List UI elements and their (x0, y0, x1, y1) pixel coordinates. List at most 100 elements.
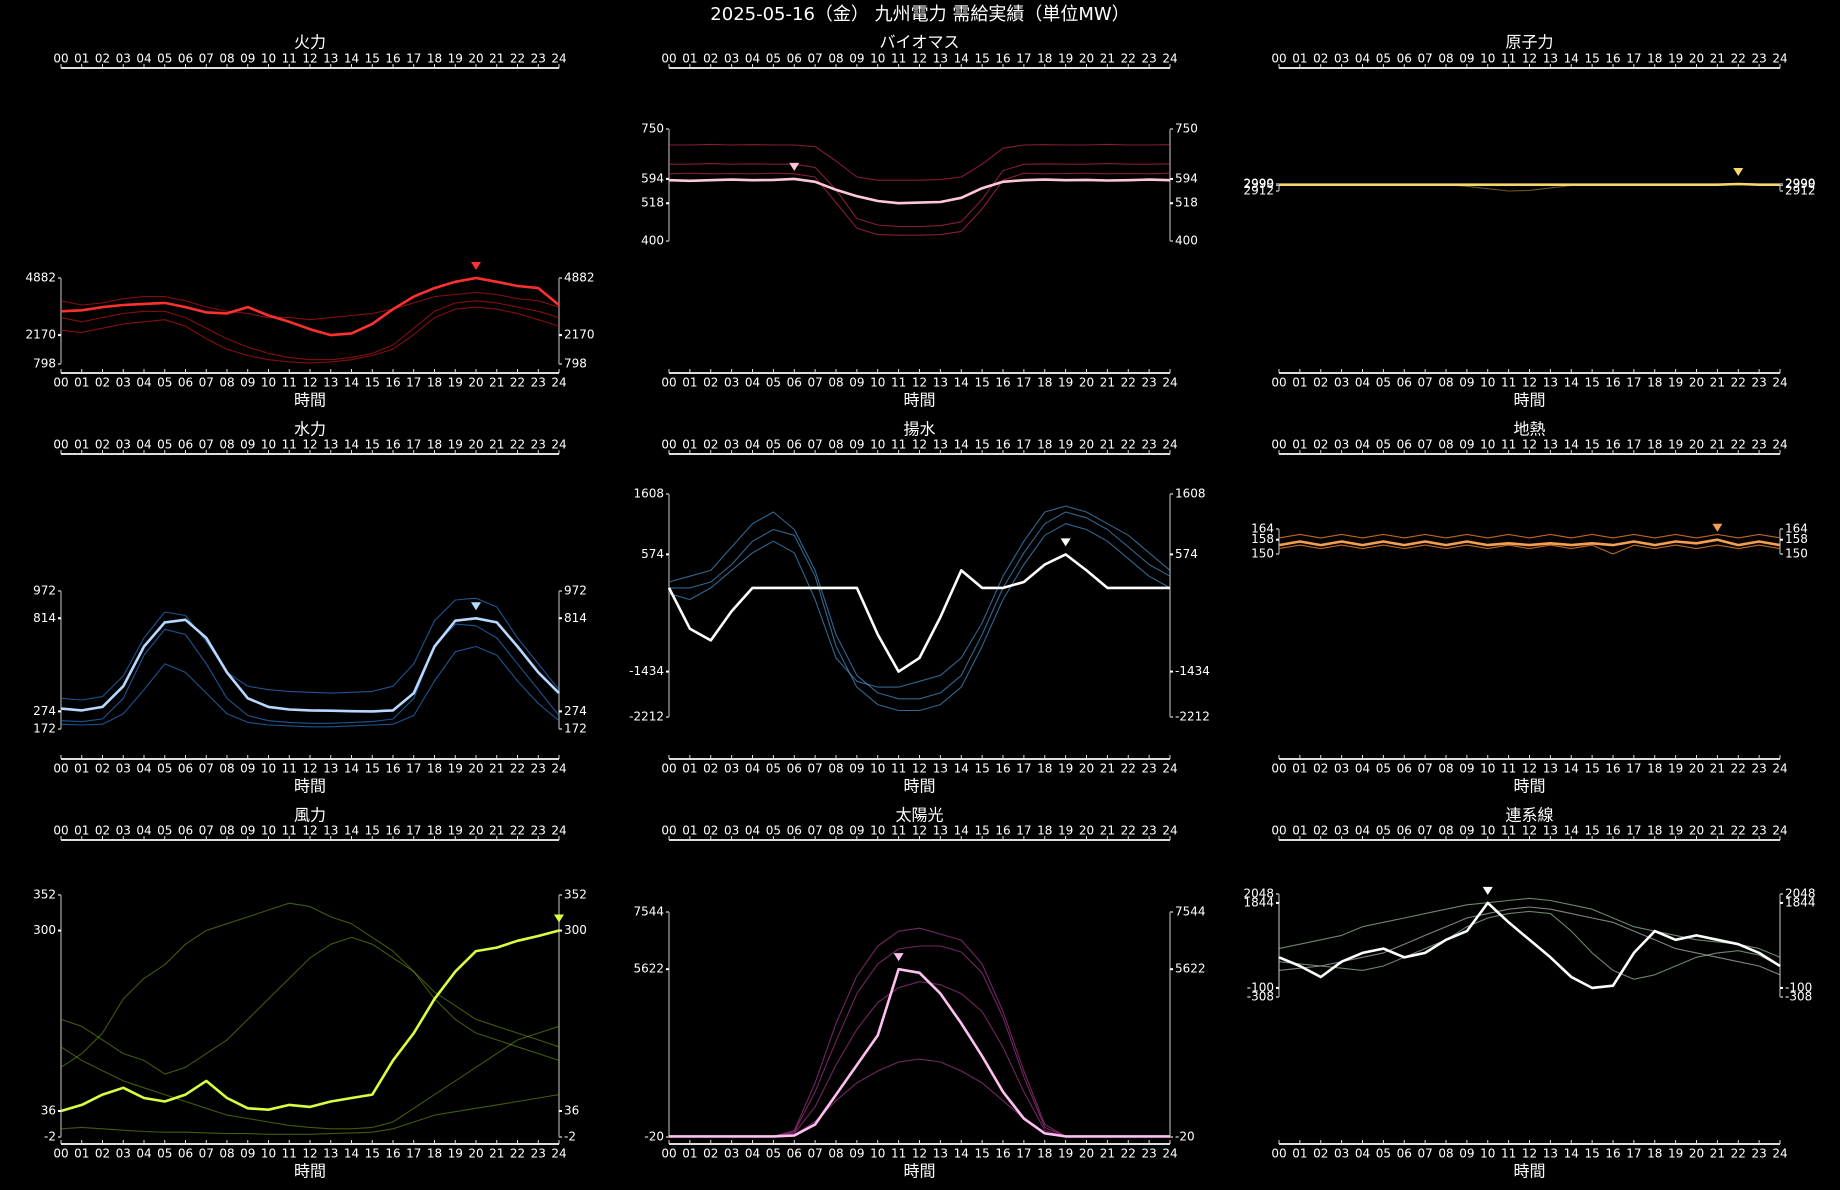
x-tick-label: 24 (1772, 1147, 1787, 1161)
x-tick-label: 17 (1016, 762, 1031, 776)
x-tick-label: 10 (1480, 1147, 1495, 1161)
x-tick-label: 11 (282, 376, 297, 390)
history-line (60, 1025, 560, 1130)
x-tick-label: 01 (1292, 824, 1307, 838)
x-tick-label: 13 (323, 762, 338, 776)
x-tick-label: 23 (1141, 824, 1156, 838)
history-line (1278, 906, 1781, 976)
x-tick-label: 09 (240, 52, 255, 66)
x-tick-label: 11 (282, 438, 297, 452)
x-tick-label: 07 (199, 1147, 214, 1161)
history-line (60, 1094, 560, 1135)
x-tick-label: 02 (95, 1147, 110, 1161)
x-tick-label: 10 (261, 762, 276, 776)
x-tick-label: 24 (551, 824, 566, 838)
x-tick-label: 23 (1141, 376, 1156, 390)
x-tick-label: 20 (1689, 824, 1704, 838)
x-tick-label: 18 (1037, 824, 1052, 838)
x-tick-label: 15 (1584, 52, 1599, 66)
x-tick-label: 04 (745, 762, 760, 776)
x-tick-label: 21 (489, 1147, 504, 1161)
x-tick-label: 05 (766, 824, 781, 838)
x-tick-label: 00 (1271, 52, 1286, 66)
x-tick-label: 17 (1016, 52, 1031, 66)
x-tick-label: 20 (1689, 438, 1704, 452)
x-tick-label: 12 (302, 1147, 317, 1161)
x-tick-label: 24 (1772, 824, 1787, 838)
x-tick-label: 09 (849, 438, 864, 452)
x-tick-label: 14 (1564, 824, 1579, 838)
x-tick-label: 23 (1751, 824, 1766, 838)
x-tick-label: 18 (427, 762, 442, 776)
x-tick-label: 02 (95, 438, 110, 452)
x-tick-label: 14 (1564, 376, 1579, 390)
x-tick-label: 12 (912, 824, 927, 838)
x-tick-label: 17 (406, 376, 421, 390)
x-tick-label: 14 (344, 1147, 359, 1161)
y-tick-label: -308 (1785, 990, 1812, 1004)
x-tick-label: 20 (1079, 52, 1094, 66)
x-tick-label: 05 (1376, 824, 1391, 838)
x-tick-label: 09 (849, 762, 864, 776)
x-tick-label: 19 (1058, 376, 1073, 390)
x-tick-label: 22 (1121, 376, 1136, 390)
x-tick-label: 21 (1100, 824, 1115, 838)
x-tick-label: 03 (116, 376, 131, 390)
x-tick-label: 02 (1313, 824, 1328, 838)
x-tick-label: 08 (828, 376, 843, 390)
x-tick-label: 02 (703, 824, 718, 838)
y-tick-label: 2170 (564, 328, 595, 342)
x-tick-label: 14 (344, 376, 359, 390)
x-tick-label: 14 (1564, 438, 1579, 452)
x-tick-label: 02 (703, 762, 718, 776)
x-tick-label: 06 (178, 438, 193, 452)
x-tick-label: 19 (1058, 438, 1073, 452)
x-tick-label: 17 (406, 762, 421, 776)
y-tick-label: 36 (41, 1104, 56, 1118)
x-tick-label: 17 (1016, 376, 1031, 390)
x-tick-label: 09 (240, 438, 255, 452)
page-title: 2025-05-16（金） 九州電力 需給実績（単位MW） (710, 4, 1129, 25)
x-tick-label: 12 (1522, 52, 1537, 66)
y-tick-label: -20 (1175, 1130, 1195, 1144)
x-tick-label: 22 (510, 438, 525, 452)
x-tick-label: 16 (385, 52, 400, 66)
y-tick-label: 7544 (1175, 905, 1206, 919)
x-tick-label: 05 (766, 1147, 781, 1161)
x-tick-label: 15 (974, 438, 989, 452)
x-tick-label: 21 (1100, 438, 1115, 452)
x-tick-label: 16 (995, 1147, 1010, 1161)
x-tick-label: 05 (1376, 376, 1391, 390)
x-tick-label: 15 (974, 762, 989, 776)
x-tick-label: 11 (282, 1147, 297, 1161)
x-tick-label: 00 (661, 438, 676, 452)
x-tick-label: 19 (1668, 824, 1683, 838)
x-tick-label: 00 (53, 376, 68, 390)
y-tick-label: -1434 (1175, 664, 1210, 678)
x-tick-label: 10 (870, 1147, 885, 1161)
x-tick-label: 15 (1584, 762, 1599, 776)
x-tick-label: 15 (365, 376, 380, 390)
x-tick-label: 22 (1121, 824, 1136, 838)
x-tick-label: 20 (1079, 376, 1094, 390)
current-line (1279, 182, 1780, 186)
x-tick-label: 07 (807, 376, 822, 390)
x-tick-label: 04 (1355, 824, 1370, 838)
y-tick-label: 172 (33, 722, 56, 736)
x-tick-label: 12 (1522, 438, 1537, 452)
x-tick-label: 04 (745, 824, 760, 838)
x-tick-label: 12 (302, 376, 317, 390)
history-line (669, 163, 1171, 228)
x-tick-label: 15 (1584, 824, 1599, 838)
x-tick-label: 20 (1689, 52, 1704, 66)
current-line (669, 967, 1170, 1138)
y-tick-label: 2170 (25, 328, 56, 342)
x-tick-label: 22 (510, 1147, 525, 1161)
x-tick-label: 23 (531, 762, 546, 776)
y-tick-label: -20 (644, 1130, 664, 1144)
x-tick-label: 10 (261, 824, 276, 838)
x-tick-label: 16 (1605, 52, 1620, 66)
x-tick-label: 17 (1626, 52, 1641, 66)
x-tick-label: 08 (828, 438, 843, 452)
